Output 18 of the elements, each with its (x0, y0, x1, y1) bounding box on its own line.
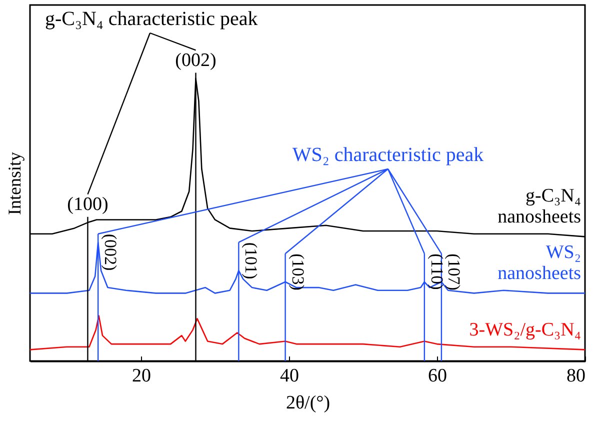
series-label: WS₂ nanosheets (498, 242, 581, 284)
x-tick-label: 20 (132, 366, 151, 386)
annotation: (100) (67, 194, 108, 215)
y-axis-title: Intensity (4, 152, 24, 215)
x-axis-title: 2θ/(°) (286, 392, 330, 414)
text: g-C₃N₄ characteristic peak (45, 8, 258, 30)
annotation: (110) (427, 254, 446, 290)
x-tick-label: 60 (428, 366, 447, 386)
series-label: g-C₃N₄ nanosheets (498, 186, 581, 228)
x-tick-label: 40 (280, 366, 299, 386)
annotation: (002) (175, 50, 216, 71)
annotation: (103) (288, 254, 308, 290)
x-tick-label: 80 (566, 366, 586, 386)
annotation: (002) (101, 234, 120, 271)
annotation: WS₂ characteristic peak (292, 144, 484, 166)
annotation: (107) (444, 254, 464, 290)
annotation: (101) (242, 242, 261, 280)
series-label: 3-WS₂/g-C₃N₄ (469, 320, 581, 341)
